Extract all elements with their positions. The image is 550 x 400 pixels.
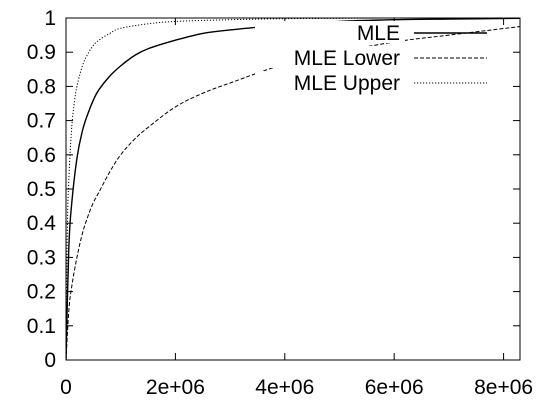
y-tick-label: 0.3 — [27, 246, 56, 269]
legend-label-bg — [255, 46, 405, 68]
x-tick-label: 8e+06 — [474, 376, 533, 399]
y-tick-label: 0.6 — [27, 144, 56, 167]
y-tick-label: 0.8 — [27, 75, 56, 98]
legend-label-bg — [255, 21, 405, 43]
y-tick-label: 1 — [44, 7, 56, 30]
y-tick-label: 0.4 — [27, 212, 57, 235]
series-line-mle-upper — [66, 18, 520, 360]
y-tick-label: 0.2 — [27, 281, 56, 304]
x-tick-label: 4e+06 — [255, 376, 314, 399]
y-tick-label: 0.7 — [27, 110, 56, 133]
y-tick-label: 0.5 — [27, 178, 56, 201]
y-tick-label: 0 — [44, 349, 56, 372]
y-tick-label: 0.9 — [27, 41, 56, 64]
legend-label: MLE — [357, 22, 400, 45]
x-tick-label: 2e+06 — [146, 376, 205, 399]
legend-label: MLE Upper — [294, 72, 400, 95]
x-tick-label: 0 — [60, 376, 72, 399]
legend-label: MLE Lower — [294, 47, 400, 70]
x-tick-label: 6e+06 — [365, 376, 424, 399]
axes: 0 0.1 0.2 0.3 0.4 0.5 0.6 0.7 0.8 0.9 1 0 2e+06 4e+06… — [27, 7, 533, 399]
legend-label-bg — [255, 71, 405, 93]
y-tick-label: 0.1 — [27, 315, 56, 338]
